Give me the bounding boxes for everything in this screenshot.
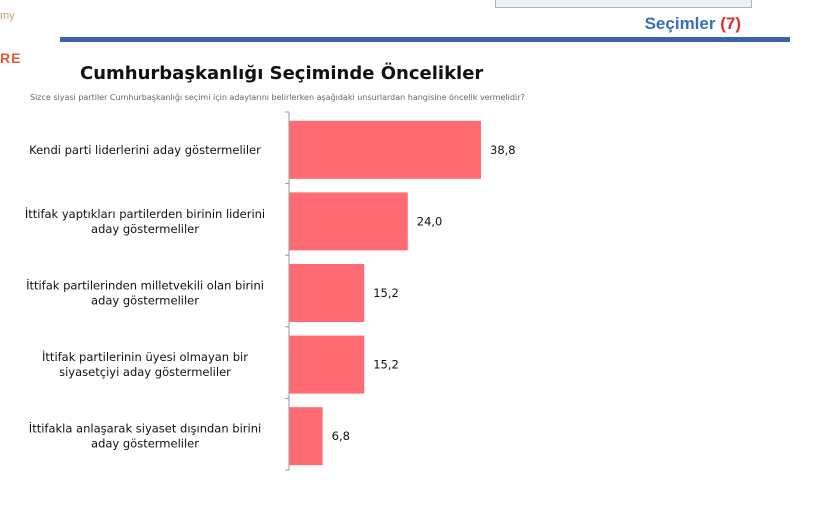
top-box — [495, 0, 752, 8]
data-label: 15,2 — [373, 358, 399, 372]
category-label: Kendi parti liderlerini aday göstermelil… — [29, 143, 261, 157]
category-label: aday göstermeliler — [91, 294, 199, 308]
bar — [289, 407, 323, 466]
category-label: siyasetçiyi aday göstermeliler — [59, 365, 231, 379]
bar — [289, 192, 408, 251]
category-label: İttifakla anlaşarak siyaset dışından bir… — [29, 421, 261, 436]
header-rule — [60, 37, 790, 42]
chart-title: Cumhurbaşkanlığı Seçiminde Öncelikler — [80, 63, 484, 84]
data-label: 24,0 — [417, 214, 443, 228]
bar — [289, 120, 481, 179]
chart-subtitle: Sizce siyasi partiler Cumhurbaşkanlığı s… — [30, 93, 525, 102]
category-label: İttifak partilerinin üyesi olmayan bir — [42, 349, 248, 364]
section-title: Seçimler (7) — [645, 14, 741, 34]
corner-logo: RE — [0, 50, 22, 66]
category-label: İttifak partilerinden milletvekili olan … — [26, 278, 264, 293]
bar — [289, 335, 365, 394]
data-label: 15,2 — [373, 286, 399, 300]
section-number: (7) — [720, 14, 741, 33]
corner-text: my — [0, 10, 15, 22]
category-label: İttifak yaptıkları partilerden birinin l… — [25, 206, 265, 221]
data-label: 6,8 — [332, 429, 350, 443]
bar — [289, 264, 365, 322]
section-title-text: Seçimler — [644, 14, 716, 33]
data-label: 38,8 — [490, 143, 516, 157]
category-label: aday göstermeliler — [91, 222, 199, 236]
category-label: aday göstermeliler — [91, 437, 199, 451]
